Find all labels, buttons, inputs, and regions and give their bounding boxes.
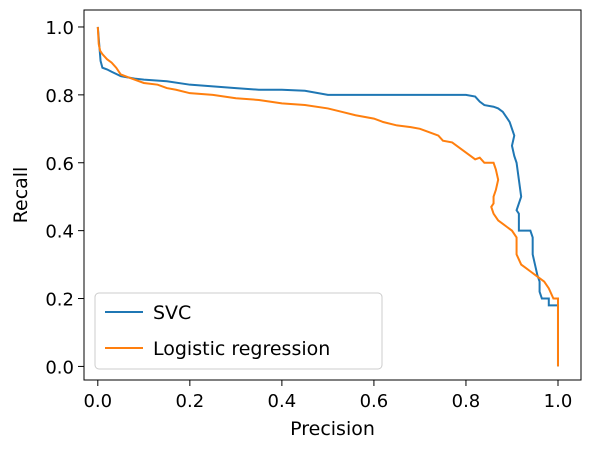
- series-line-1: [96, 26, 559, 367]
- y-axis-label: Recall: [10, 167, 32, 224]
- y-tick-label: 0.8: [45, 86, 74, 107]
- y-tick-label: 0.6: [45, 154, 74, 175]
- x-axis-ticks: 0.0 0.2 0.4 0.6 0.8 1.0: [83, 380, 572, 412]
- x-tick-label: 1.0: [544, 391, 573, 412]
- legend-label: SVC: [153, 302, 191, 324]
- y-tick-label: 0.0: [45, 357, 74, 378]
- x-tick-label: 0.0: [83, 391, 112, 412]
- legend-box: [94, 292, 383, 370]
- y-tick-label: 1.0: [45, 18, 74, 39]
- series-line-0: [96, 26, 559, 367]
- plot-frame: [83, 9, 582, 381]
- legend-label: Logistic regression: [153, 338, 330, 360]
- x-tick-label: 0.6: [360, 391, 389, 412]
- y-axis-ticks: 0.0 0.2 0.4 0.6 0.8 1.0: [45, 18, 84, 378]
- y-tick-label: 0.4: [45, 222, 74, 243]
- x-tick-label: 0.8: [452, 391, 481, 412]
- x-tick-label: 0.4: [268, 391, 297, 412]
- x-axis-label: Precision: [290, 418, 375, 440]
- y-tick-label: 0.2: [45, 290, 74, 311]
- x-tick-label: 0.2: [176, 391, 205, 412]
- legend: SVC Logistic regression: [94, 292, 383, 370]
- series-layer: [96, 26, 559, 367]
